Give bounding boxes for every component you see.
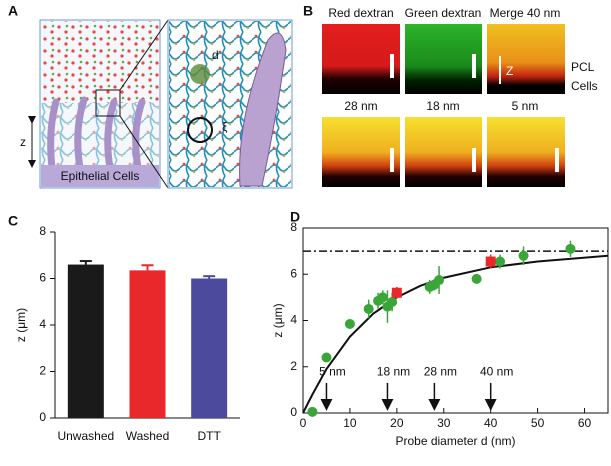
x-tick-label: 40 xyxy=(484,416,498,430)
d-label: d xyxy=(212,48,219,62)
point xyxy=(565,243,576,254)
annotation: 28 nm xyxy=(424,365,457,379)
y-tick-label: 8 xyxy=(290,220,297,234)
annotation: 18 nm xyxy=(377,365,410,379)
image-title: 5 nm xyxy=(512,99,539,113)
x-tick-label: 30 xyxy=(437,416,451,430)
panel-a: A Epithelial Cells z d ξ xyxy=(8,3,293,189)
scale-bar xyxy=(472,148,476,172)
pcl-label: PCL xyxy=(571,60,595,74)
y-axis-label: z (μm) xyxy=(14,308,28,342)
point xyxy=(471,273,482,284)
point xyxy=(518,250,529,261)
image xyxy=(405,117,482,187)
image xyxy=(487,117,565,187)
x-axis-label: Probe diameter d (nm) xyxy=(395,434,515,448)
bar xyxy=(67,264,104,418)
y-tick-label: 2 xyxy=(39,364,46,378)
y-tick-label: 6 xyxy=(290,266,297,280)
y-tick-label: 4 xyxy=(290,313,297,327)
scale-bar xyxy=(390,54,394,78)
panel-label: B xyxy=(303,3,313,19)
scale-bar xyxy=(555,148,559,172)
point xyxy=(363,303,374,314)
point xyxy=(485,256,496,267)
zoom-line xyxy=(119,115,169,189)
z-label: Z xyxy=(506,64,513,78)
bar xyxy=(129,270,166,418)
point xyxy=(344,318,355,329)
cilium xyxy=(239,32,287,187)
image xyxy=(405,24,482,94)
y-tick-label: 8 xyxy=(39,224,46,238)
point xyxy=(434,275,445,286)
fit-line xyxy=(302,254,609,414)
point xyxy=(391,287,402,298)
cells xyxy=(41,165,159,187)
image-title: 28 nm xyxy=(344,99,377,113)
zoom-box xyxy=(95,89,121,117)
image-title: Green dextran xyxy=(405,6,482,20)
y-tick-label: 0 xyxy=(290,405,297,419)
bar xyxy=(191,278,228,418)
point xyxy=(387,297,398,307)
image-title: Merge 40 nm xyxy=(490,6,561,20)
point xyxy=(495,256,506,267)
point xyxy=(321,352,332,363)
y-tick-label: 0 xyxy=(39,410,46,424)
y-tick-label: 4 xyxy=(39,317,46,331)
zoom-line xyxy=(119,19,169,91)
y-tick-label: 6 xyxy=(39,271,46,285)
point xyxy=(377,292,388,303)
panel-label: A xyxy=(8,3,18,19)
annotation: 40 nm xyxy=(480,365,513,379)
image-title: Red dextran xyxy=(328,6,393,20)
panel-label: D xyxy=(290,209,300,225)
pore xyxy=(187,117,213,143)
point xyxy=(307,406,318,417)
mucus xyxy=(41,21,159,103)
x-tick-label: Washed xyxy=(126,429,170,443)
y-axis-label: z (μm) xyxy=(271,303,285,337)
x-tick-label: 10 xyxy=(343,416,357,430)
x-tick-label: 0 xyxy=(300,416,307,430)
x-tick-label: 60 xyxy=(578,416,592,430)
x-tick-label: 20 xyxy=(390,416,404,430)
cells-label: Cells xyxy=(571,79,598,93)
panel-label: C xyxy=(8,213,18,229)
scale-bar xyxy=(390,148,394,172)
probe xyxy=(190,64,210,84)
x-tick-label: 50 xyxy=(531,416,545,430)
annotation: 5 nm xyxy=(319,365,346,379)
z-label: z xyxy=(20,135,26,149)
image-title: 18 nm xyxy=(426,99,459,113)
image xyxy=(322,117,400,187)
cells-label: Epithelial Cells xyxy=(61,169,140,183)
panel-b: B Red dextran Green dextran Merge 40 nm … xyxy=(303,3,598,187)
y-tick-label: 2 xyxy=(290,359,297,373)
x-tick-label: DTT xyxy=(198,429,222,443)
xi-label: ξ xyxy=(222,120,228,134)
cilia xyxy=(47,96,146,172)
image xyxy=(322,24,400,94)
image xyxy=(487,24,565,94)
scale-bar xyxy=(472,54,476,78)
x-tick-label: Unwashed xyxy=(57,429,114,443)
